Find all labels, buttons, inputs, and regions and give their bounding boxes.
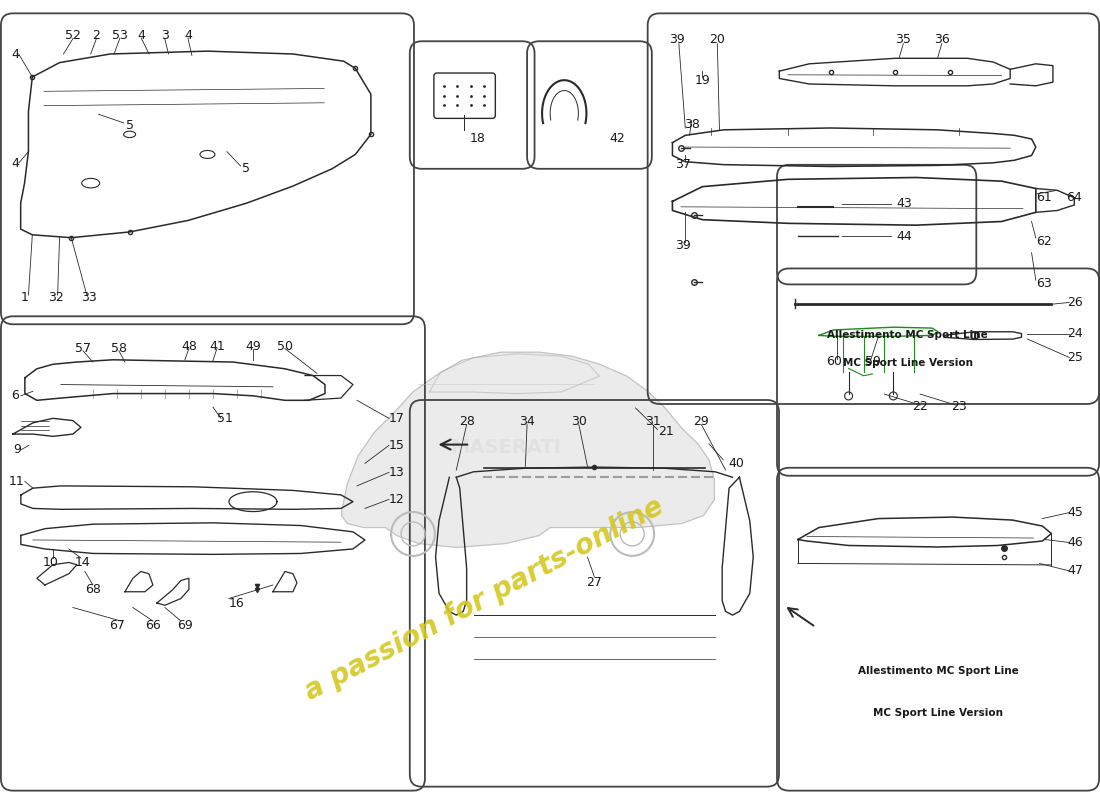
Text: 58: 58 — [111, 342, 126, 355]
Text: 62: 62 — [1036, 235, 1053, 248]
Text: 23: 23 — [952, 401, 967, 414]
Text: 14: 14 — [75, 556, 91, 569]
Text: 47: 47 — [1067, 565, 1084, 578]
Text: MC Sport Line Version: MC Sport Line Version — [843, 358, 972, 368]
Text: 24: 24 — [1067, 327, 1084, 340]
Text: 40: 40 — [728, 458, 745, 470]
Text: 36: 36 — [934, 34, 949, 46]
Text: 59: 59 — [865, 354, 880, 367]
Text: 2: 2 — [92, 29, 100, 42]
Text: 12: 12 — [389, 493, 405, 506]
Text: 6: 6 — [11, 390, 19, 402]
Polygon shape — [818, 327, 938, 336]
Text: 13: 13 — [389, 466, 405, 479]
Text: 15: 15 — [389, 439, 405, 452]
Text: 4: 4 — [138, 29, 145, 42]
Text: 5: 5 — [125, 119, 133, 132]
Text: 53: 53 — [112, 29, 128, 42]
Text: 4: 4 — [11, 47, 19, 61]
Text: 64: 64 — [1066, 191, 1082, 204]
Text: 61: 61 — [1036, 191, 1053, 204]
Text: 44: 44 — [896, 230, 913, 242]
Text: 25: 25 — [1067, 351, 1084, 364]
Text: 50: 50 — [277, 340, 293, 353]
Text: 48: 48 — [182, 340, 197, 353]
Text: 29: 29 — [694, 414, 710, 427]
Text: 31: 31 — [646, 414, 661, 427]
Text: 5: 5 — [242, 162, 251, 175]
Text: 38: 38 — [684, 118, 700, 131]
Text: 67: 67 — [109, 619, 124, 632]
Text: 46: 46 — [1067, 536, 1084, 549]
Text: 34: 34 — [519, 414, 535, 427]
Text: MC Sport Line Version: MC Sport Line Version — [873, 708, 1003, 718]
Text: 26: 26 — [1067, 296, 1084, 309]
Text: 52: 52 — [65, 29, 81, 42]
Text: 17: 17 — [389, 412, 405, 425]
Text: 66: 66 — [145, 619, 161, 632]
Text: 33: 33 — [81, 291, 97, 305]
Text: 63: 63 — [1036, 278, 1053, 290]
Text: 4: 4 — [184, 29, 191, 42]
Text: 11: 11 — [9, 475, 24, 488]
Text: 37: 37 — [675, 158, 691, 171]
Text: 18: 18 — [470, 132, 485, 145]
Text: 69: 69 — [177, 619, 192, 632]
Text: 9: 9 — [13, 443, 21, 456]
Text: 39: 39 — [675, 239, 691, 252]
Text: Allestimento MC Sport Line: Allestimento MC Sport Line — [827, 330, 988, 340]
Text: 27: 27 — [586, 576, 603, 589]
Text: 28: 28 — [459, 414, 474, 427]
Text: 60: 60 — [826, 354, 842, 367]
Text: 39: 39 — [669, 34, 684, 46]
Text: 42: 42 — [609, 132, 626, 145]
Text: 1: 1 — [21, 291, 29, 305]
Text: 30: 30 — [571, 414, 586, 427]
Text: 41: 41 — [209, 340, 224, 353]
Text: 32: 32 — [47, 291, 64, 305]
Text: MASERATI: MASERATI — [451, 438, 562, 458]
Text: 45: 45 — [1067, 506, 1084, 519]
Text: 4: 4 — [11, 157, 19, 170]
Text: 16: 16 — [229, 597, 245, 610]
Text: 68: 68 — [85, 583, 101, 596]
Text: a passion for parts-online: a passion for parts-online — [300, 493, 669, 706]
Text: 10: 10 — [43, 556, 58, 569]
Text: 43: 43 — [896, 197, 913, 210]
Text: 20: 20 — [710, 34, 725, 46]
Text: 57: 57 — [75, 342, 91, 355]
Text: 35: 35 — [895, 34, 911, 46]
Text: 3: 3 — [161, 29, 168, 42]
Text: Allestimento MC Sport Line: Allestimento MC Sport Line — [858, 666, 1019, 676]
Text: 51: 51 — [217, 412, 233, 425]
Text: 19: 19 — [694, 74, 711, 87]
Polygon shape — [342, 352, 714, 547]
Text: 22: 22 — [912, 401, 928, 414]
Text: 21: 21 — [658, 426, 674, 438]
Text: 49: 49 — [245, 340, 261, 353]
